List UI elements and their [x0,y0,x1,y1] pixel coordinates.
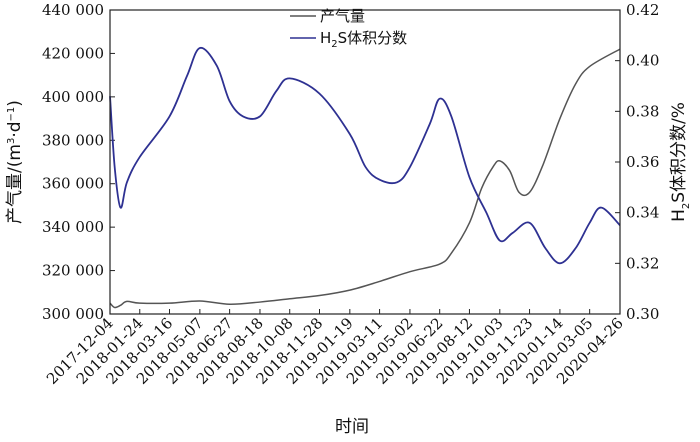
y-right-axis-title: H2S体积分数/% [669,102,692,222]
y-right-tick-label: 0.40 [626,52,659,70]
plot-frame [109,9,621,315]
y-right-tick-label: 0.30 [626,305,659,323]
y-left-axis-title: 产气量/(m3·d−1) [5,100,25,224]
y-left-tick-label: 400 000 [42,88,104,106]
series-line-gas [109,48,621,309]
y-right-tick-label: 0.32 [626,254,659,272]
grid-layer: 300 000 320 000 340 000 360 000 380 000 400 0… [42,1,659,388]
legend: 产气量 H2S体积分数 [290,7,407,50]
y-left-tick-label: 340 000 [42,218,104,236]
x-axis-title: 时间 [335,417,369,437]
legend-gas-label: 产气量 [320,7,365,25]
y-left-tick-label: 320 000 [42,262,104,280]
series-line-h2s [109,47,621,265]
y-left-tick-label: 380 000 [42,131,104,149]
y-right-tick-label: 0.36 [626,153,659,171]
legend-h2s-label: H2S体积分数 [320,29,407,50]
y-right-tick-label: 0.42 [626,1,659,19]
y-left-tick-label: 440 000 [42,1,104,19]
series-layer [109,47,621,309]
y-left-tick-label: 300 000 [42,305,104,323]
y-left-tick-label: 360 000 [42,175,104,193]
y-right-tick-label: 0.38 [626,102,659,120]
y-left-tick-label: 420 000 [42,44,104,62]
y-right-tick-label: 0.34 [626,204,659,222]
